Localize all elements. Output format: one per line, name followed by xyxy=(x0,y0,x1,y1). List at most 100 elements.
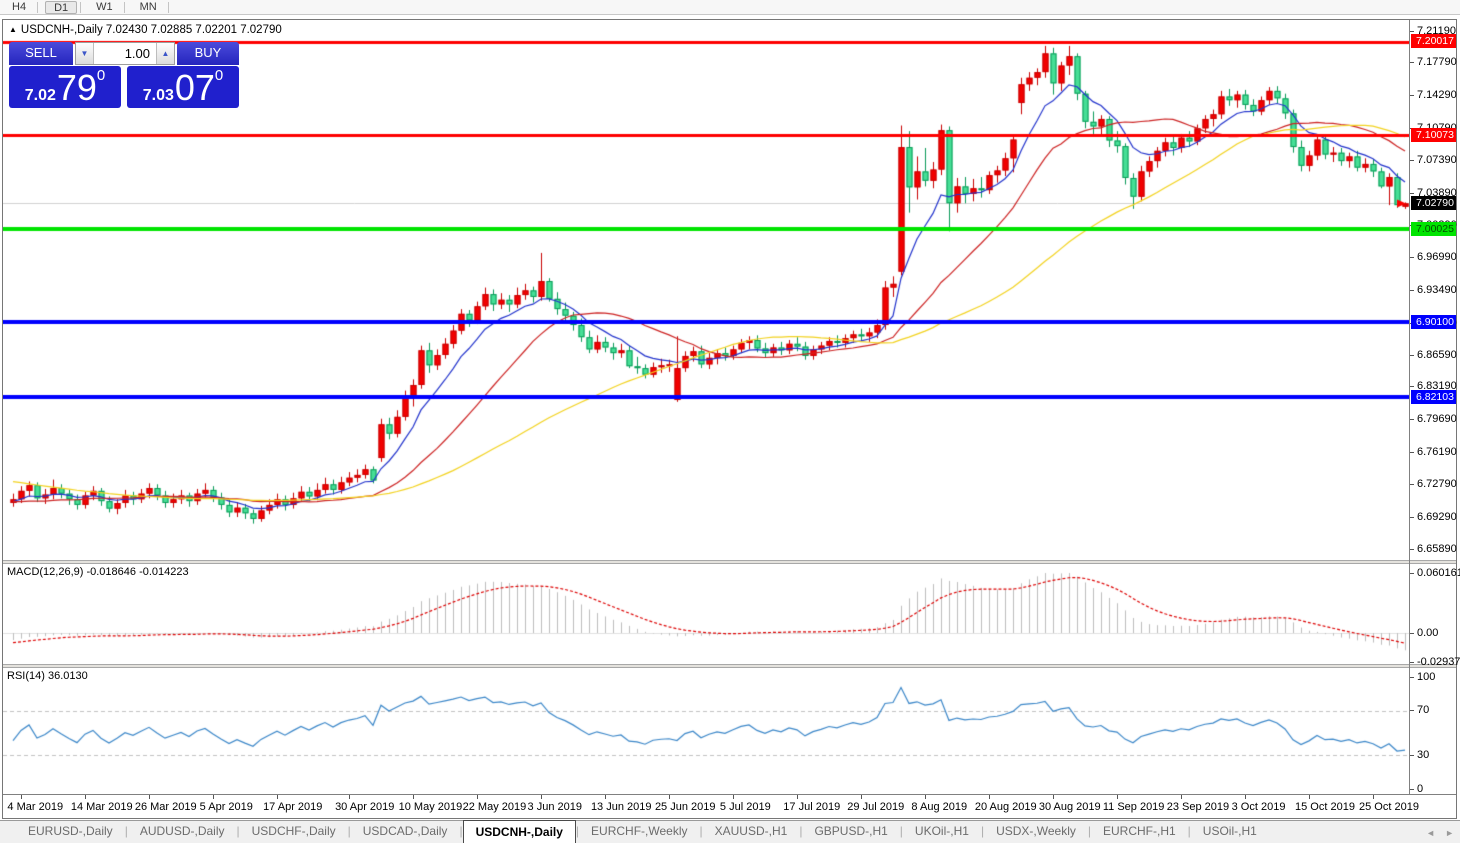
date-label: 25 Jun 2019 xyxy=(654,801,716,813)
date-axis[interactable]: 4 Mar 2019 14 Mar 2019 26 Mar 2019 5 Apr 20… xyxy=(3,794,1456,818)
value-axis[interactable]: 7.211907.177907.142907.107907.073907.038… xyxy=(1410,20,1460,795)
tab-separator: | xyxy=(699,824,703,838)
pane-splitter[interactable] xyxy=(3,664,1456,668)
tab-separator: | xyxy=(459,824,463,838)
chart-tab-audusd-daily[interactable]: AUDUSD-,Daily xyxy=(139,824,225,838)
date-label: 3 Oct 2019 xyxy=(1231,801,1286,813)
axis-tick xyxy=(1410,633,1414,634)
sell-button[interactable]: SELL xyxy=(9,42,73,65)
date-tick xyxy=(1053,795,1054,799)
date-label: 5 Apr 2019 xyxy=(199,801,253,813)
timeframe-button-h4[interactable]: H4 xyxy=(12,0,27,13)
chart-tab-usdchf-daily[interactable]: USDCHF-,Daily xyxy=(251,824,336,838)
toolbar-separator xyxy=(167,1,169,13)
chart-window: ▲ USDCNH-,Daily 7.02430 7.02885 7.02201 7… xyxy=(2,19,1460,819)
axis-tick xyxy=(1410,419,1414,420)
toolbar-separator xyxy=(80,1,82,13)
date-label: 8 Aug 2019 xyxy=(911,801,968,813)
date-label: 11 Sep 2019 xyxy=(1102,801,1165,813)
axis-tick xyxy=(1410,386,1414,387)
one-click-trade-widget: SELL ▼ 1.00 ▲ BUY 7.02 79 0 7.03 07 0 xyxy=(9,42,239,108)
axis-tick xyxy=(1410,452,1414,453)
date-tick xyxy=(21,795,22,799)
date-tick xyxy=(1245,795,1246,799)
sell-price-quote[interactable]: 7.02 79 0 xyxy=(9,66,121,108)
tab-scroll-left-icon[interactable]: ◄ xyxy=(1426,827,1436,838)
buy-price-pip: 0 xyxy=(214,67,224,84)
axis-tick xyxy=(1410,355,1414,356)
tab-separator: | xyxy=(1187,824,1191,838)
chart-expand-icon[interactable]: ▲ xyxy=(9,25,17,34)
volume-input[interactable]: 1.00 xyxy=(124,46,150,61)
chart-tab-usdcnh-daily[interactable]: USDCNH-,Daily xyxy=(462,820,576,843)
date-label: 20 Aug 2019 xyxy=(974,801,1037,813)
toolbar-separator xyxy=(123,1,125,13)
tab-scroll-right-icon[interactable]: ► xyxy=(1445,827,1454,838)
price-level-badge: 6.82103 xyxy=(1411,390,1456,404)
chart-tab-usoil-h1[interactable]: USOil-,H1 xyxy=(1202,824,1257,838)
date-label: 30 Aug 2019 xyxy=(1038,801,1101,813)
price-level-badge: 6.90100 xyxy=(1411,315,1456,329)
price-level-badge: 7.00025 xyxy=(1411,222,1456,236)
chart-tab-ukoil-h1[interactable]: UKOil-,H1 xyxy=(914,824,969,838)
date-label: 17 Apr 2019 xyxy=(263,801,323,813)
date-label: 29 Jul 2019 xyxy=(847,801,905,813)
date-tick xyxy=(925,795,926,799)
date-label: 13 Jun 2019 xyxy=(590,801,652,813)
date-tick xyxy=(861,795,862,799)
tab-separator: | xyxy=(124,824,128,838)
chart-tab-gbpusd-h1[interactable]: GBPUSD-,H1 xyxy=(814,824,888,838)
axis-tick-label: 6.93490 xyxy=(1417,284,1457,296)
date-tick xyxy=(797,795,798,799)
chart-tab-eurchf-weekly[interactable]: EURCHF-,Weekly xyxy=(591,824,688,838)
axis-tick-label: -0.029378 xyxy=(1417,656,1460,668)
rsi-chart-canvas[interactable] xyxy=(3,668,1409,794)
tab-separator: | xyxy=(899,824,903,838)
macd-chart-canvas[interactable] xyxy=(3,564,1409,664)
axis-tick xyxy=(1410,62,1414,63)
date-label: 26 Mar 2019 xyxy=(134,801,197,813)
date-tick xyxy=(85,795,86,799)
chart-tab-usdcad-daily[interactable]: USDCAD-,Daily xyxy=(362,824,448,838)
timeframe-button-d1[interactable]: D1 xyxy=(45,0,78,14)
date-tick xyxy=(277,795,278,799)
date-tick xyxy=(413,795,414,799)
axis-tick-label: 0.00 xyxy=(1417,627,1439,639)
axis-tick xyxy=(1410,290,1414,291)
tab-separator: | xyxy=(799,824,803,838)
toolbar-separator xyxy=(37,1,39,13)
timeframe-button-w1[interactable]: W1 xyxy=(96,0,113,13)
date-label: 30 Apr 2019 xyxy=(335,801,395,813)
date-label: 17 Jul 2019 xyxy=(783,801,841,813)
date-label: 10 May 2019 xyxy=(398,801,463,813)
chart-tab-eurchf-h1[interactable]: EURCHF-,H1 xyxy=(1102,824,1176,838)
axis-tick xyxy=(1410,193,1414,194)
date-tick xyxy=(669,795,670,799)
tab-separator: | xyxy=(980,824,985,838)
buy-button[interactable]: BUY xyxy=(177,42,239,65)
price-chart-canvas[interactable] xyxy=(3,20,1409,560)
volume-increase-icon[interactable]: ▲ xyxy=(156,43,174,64)
axis-tick-label: 6.69290 xyxy=(1417,511,1457,523)
date-label: 15 Oct 2019 xyxy=(1295,801,1355,813)
price-pane: ▲ USDCNH-,Daily 7.02430 7.02885 7.02201 7… xyxy=(3,20,1456,560)
date-label: 23 Sep 2019 xyxy=(1166,801,1230,813)
price-level-badge: 7.02790 xyxy=(1411,196,1456,210)
date-tick xyxy=(349,795,350,799)
chart-tab-usdx-weekly[interactable]: USDX-,Weekly xyxy=(996,824,1076,838)
axis-tick-label: 0.060161 xyxy=(1417,567,1460,579)
macd-label: MACD(12,26,9) -0.018646 -0.014223 xyxy=(7,566,189,578)
timeframe-button-mn[interactable]: MN xyxy=(139,0,157,13)
chart-tab-xauusd-h1[interactable]: XAUUSD-,H1 xyxy=(714,824,788,838)
chart-tab-eurusd-daily[interactable]: EURUSD-,Daily xyxy=(28,824,113,838)
date-tick xyxy=(1181,795,1182,799)
axis-tick xyxy=(1410,789,1414,790)
pane-splitter[interactable] xyxy=(3,560,1456,564)
volume-decrease-icon[interactable]: ▼ xyxy=(76,43,94,64)
date-tick xyxy=(477,795,478,799)
axis-tick xyxy=(1410,677,1414,678)
axis-tick-label: 100 xyxy=(1417,671,1436,683)
date-tick xyxy=(733,795,734,799)
date-label: 3 Jun 2019 xyxy=(527,801,582,813)
buy-price-quote[interactable]: 7.03 07 0 xyxy=(127,66,239,108)
